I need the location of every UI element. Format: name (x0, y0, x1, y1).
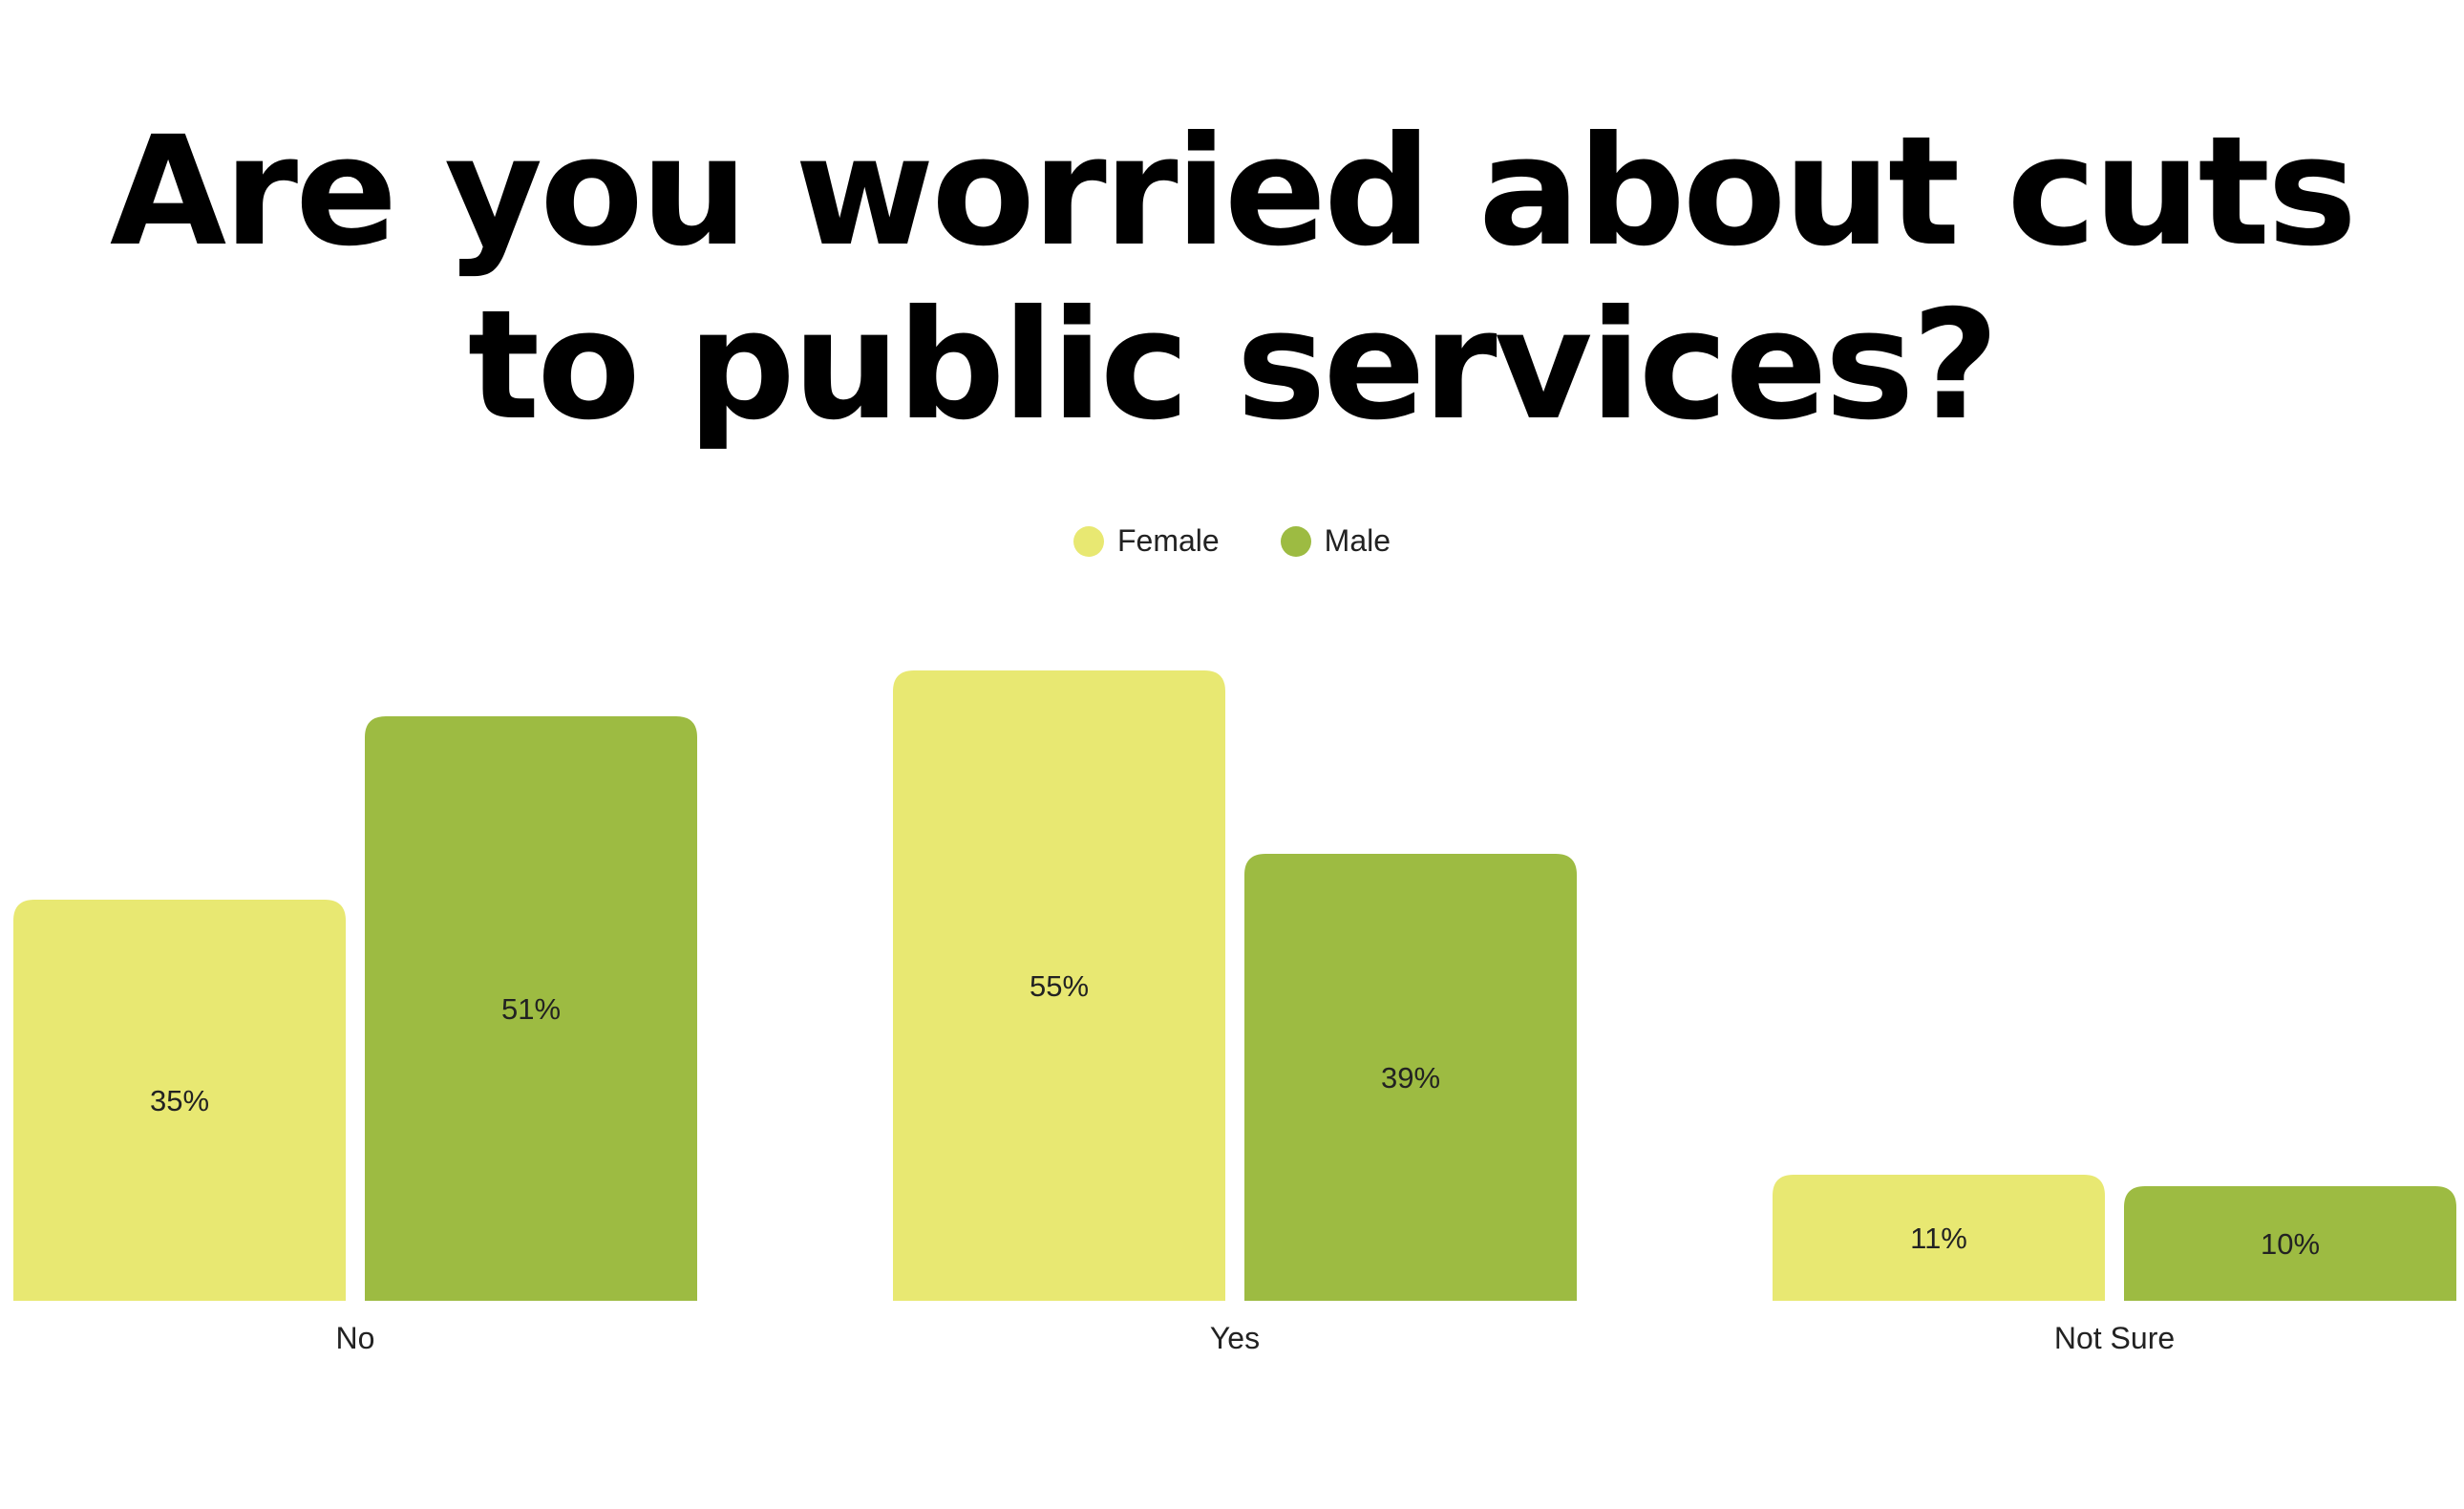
data-label-female-no: 35% (150, 1084, 209, 1117)
category-label-no: No (336, 1321, 375, 1355)
data-label-male-not-sure: 10% (2261, 1227, 2320, 1261)
bar-female-not-sure (1773, 1175, 2105, 1301)
data-label-male-yes: 39% (1381, 1061, 1440, 1095)
legend-label-male: Male (1324, 523, 1391, 558)
bar-male-not-sure (2124, 1186, 2456, 1301)
data-label-female-yes: 55% (1030, 969, 1089, 1003)
bar-male-yes (1244, 854, 1577, 1301)
chart-title-line-2: to public services? (467, 278, 2000, 454)
bar-male-no (365, 716, 697, 1301)
category-label-not-sure: Not Sure (2054, 1321, 2175, 1355)
data-label-male-no: 51% (501, 992, 561, 1026)
chart-title: Are you worried about cuts to public ser… (0, 105, 2464, 453)
category-label-yes: Yes (1210, 1321, 1260, 1355)
legend-item-male: Male (1280, 523, 1391, 559)
data-label-female-not-sure: 11% (1910, 1222, 1967, 1255)
legend-item-female: Female (1073, 523, 1220, 559)
chart-title-line-1: Are you worried about cuts (109, 104, 2357, 280)
bar-female-no (13, 900, 346, 1301)
legend-swatch-male (1280, 525, 1311, 557)
legend-label-female: Female (1116, 523, 1220, 558)
legend: Female Male (0, 523, 2464, 559)
bar-female-yes (893, 670, 1225, 1301)
legend-swatch-female (1073, 525, 1104, 557)
